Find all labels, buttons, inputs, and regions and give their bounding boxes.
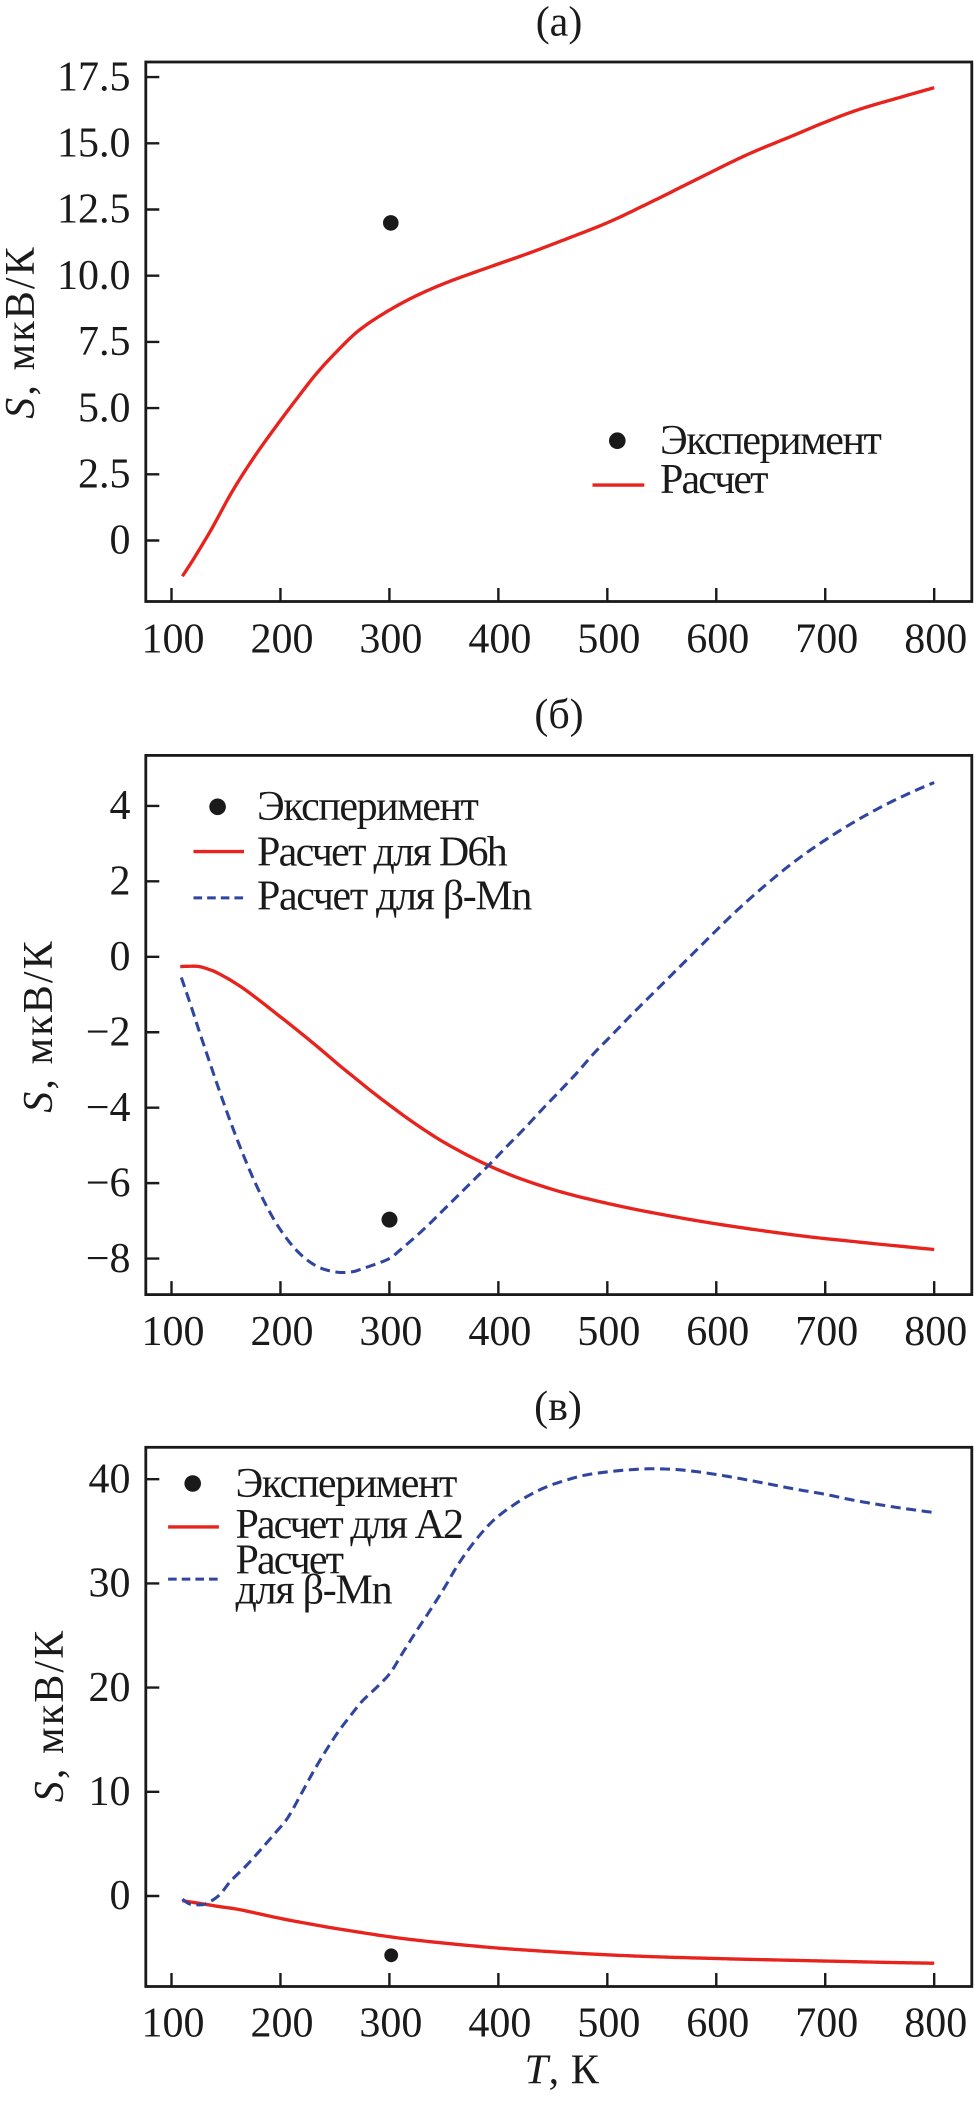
- svg-text:600: 600: [686, 616, 749, 662]
- svg-text:Расчет: Расчет: [236, 1538, 344, 1584]
- svg-text:(в): (в): [534, 1384, 582, 1430]
- svg-text:S, мкВ/К: S, мкВ/К: [0, 245, 44, 419]
- svg-text:Расчет для А2: Расчет для А2: [236, 1502, 463, 1548]
- svg-text:700: 700: [795, 2001, 858, 2047]
- svg-text:400: 400: [468, 1309, 531, 1355]
- svg-text:Эксперимент: Эксперимент: [660, 418, 882, 464]
- svg-text:600: 600: [686, 1309, 749, 1355]
- svg-text:Эксперимент: Эксперимент: [257, 784, 479, 830]
- svg-text:500: 500: [577, 2001, 640, 2047]
- svg-text:700: 700: [795, 616, 858, 662]
- svg-text:−4: −4: [86, 1085, 131, 1131]
- svg-text:10.0: 10.0: [57, 253, 131, 299]
- svg-text:500: 500: [577, 1309, 640, 1355]
- svg-text:15.0: 15.0: [57, 121, 131, 167]
- svg-text:100: 100: [142, 1309, 205, 1355]
- svg-text:Расчет для D6h: Расчет для D6h: [257, 829, 508, 875]
- svg-text:Эксперимент: Эксперимент: [236, 1461, 458, 1507]
- svg-text:17.5: 17.5: [57, 54, 131, 100]
- svg-text:400: 400: [468, 616, 531, 662]
- svg-text:−6: −6: [86, 1160, 131, 1206]
- svg-text:200: 200: [250, 616, 313, 662]
- svg-text:20: 20: [89, 1665, 131, 1711]
- svg-text:T, К: T, К: [525, 2048, 600, 2094]
- svg-text:Расчет: Расчет: [660, 457, 768, 503]
- svg-text:0: 0: [110, 934, 131, 980]
- svg-text:10: 10: [89, 1769, 131, 1815]
- svg-text:600: 600: [686, 2001, 749, 2047]
- svg-text:S, мкВ/К: S, мкВ/К: [27, 1629, 73, 1803]
- svg-text:800: 800: [904, 2001, 967, 2047]
- svg-text:S, мкВ/К: S, мкВ/К: [16, 939, 62, 1113]
- svg-text:0: 0: [110, 518, 131, 564]
- svg-text:30: 30: [89, 1561, 131, 1607]
- svg-text:(а): (а): [536, 0, 583, 46]
- svg-text:−8: −8: [86, 1236, 131, 1282]
- svg-text:400: 400: [468, 2001, 531, 2047]
- svg-text:12.5: 12.5: [57, 187, 131, 233]
- svg-text:300: 300: [359, 616, 422, 662]
- svg-text:800: 800: [904, 1309, 967, 1355]
- svg-text:−2: −2: [86, 1009, 131, 1055]
- svg-text:7.5: 7.5: [78, 319, 131, 365]
- svg-text:4: 4: [110, 783, 131, 829]
- svg-text:100: 100: [142, 2001, 205, 2047]
- svg-text:(б): (б): [534, 692, 583, 738]
- svg-text:2.5: 2.5: [78, 452, 131, 498]
- svg-text:40: 40: [89, 1456, 131, 1502]
- svg-text:800: 800: [904, 616, 967, 662]
- svg-text:500: 500: [577, 616, 640, 662]
- svg-text:5.0: 5.0: [78, 385, 131, 431]
- svg-text:300: 300: [359, 2001, 422, 2047]
- svg-text:100: 100: [142, 616, 205, 662]
- svg-text:200: 200: [250, 2001, 313, 2047]
- svg-text:700: 700: [795, 1309, 858, 1355]
- svg-text:200: 200: [250, 1309, 313, 1355]
- svg-text:для β-Mn: для β-Mn: [236, 1568, 393, 1614]
- svg-text:2: 2: [110, 859, 131, 905]
- svg-text:300: 300: [359, 1309, 422, 1355]
- svg-text:Расчет для β-Mn: Расчет для β-Mn: [257, 873, 532, 919]
- svg-text:0: 0: [110, 1873, 131, 1919]
